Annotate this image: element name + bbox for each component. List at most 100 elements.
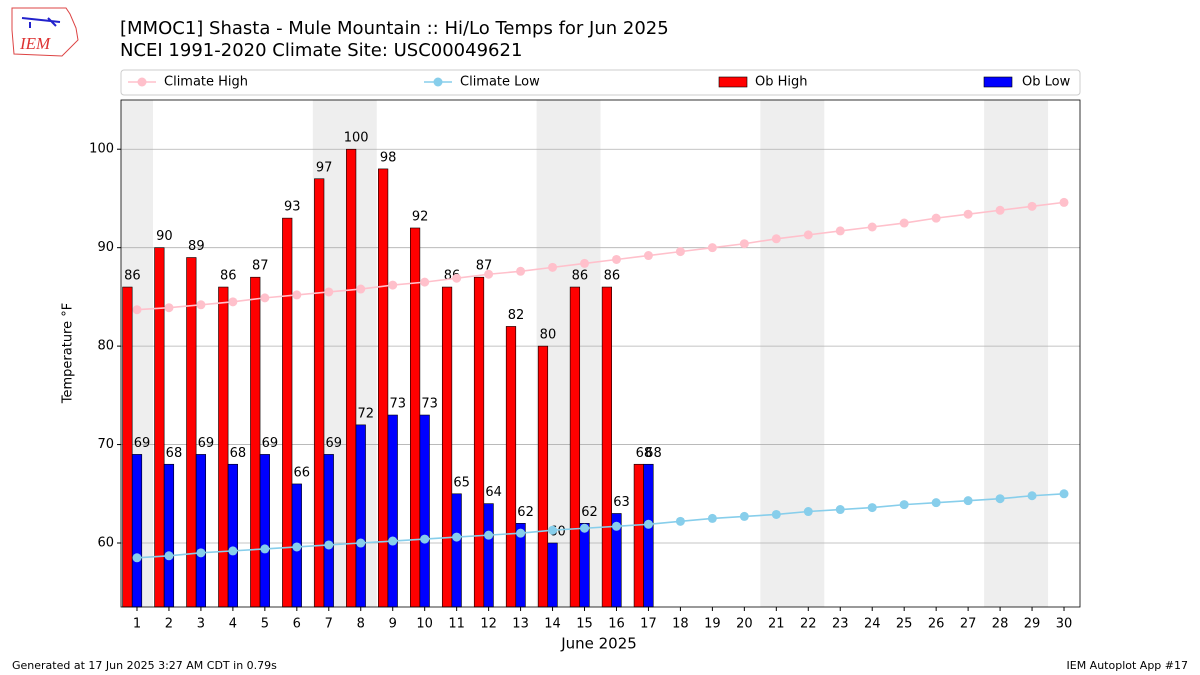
- y-tick-label: 80: [97, 339, 114, 354]
- value-label: 86: [604, 269, 621, 284]
- bar: [473, 276, 485, 608]
- x-tick-label: 24: [864, 617, 881, 632]
- value-label: 82: [508, 308, 525, 323]
- value-label: 63: [613, 495, 630, 510]
- legend-marker: [137, 77, 147, 87]
- value-label: 93: [284, 200, 301, 215]
- point: [771, 234, 781, 244]
- bar: [122, 286, 133, 608]
- point: [388, 536, 398, 546]
- x-tick-label: 30: [1056, 617, 1073, 632]
- bar: [195, 454, 207, 608]
- bar: [537, 345, 549, 608]
- bar: [282, 217, 293, 608]
- x-tick-label: 5: [261, 617, 269, 632]
- legend-box: [120, 69, 1081, 96]
- point: [867, 222, 877, 232]
- value-label: 92: [412, 209, 429, 224]
- point: [995, 205, 1005, 215]
- point: [452, 273, 462, 283]
- legend-marker: [433, 77, 443, 87]
- value-label: 64: [485, 485, 502, 500]
- point: [260, 293, 270, 303]
- value-label: 62: [581, 505, 598, 520]
- point: [899, 500, 909, 510]
- point: [132, 553, 142, 563]
- point: [548, 262, 558, 272]
- value-label: 69: [134, 436, 151, 451]
- weekend-shade: [760, 100, 825, 607]
- bar: [218, 286, 229, 608]
- value-label: 98: [380, 150, 397, 165]
- y-tick-label: 60: [97, 536, 114, 551]
- x-tick-label: 2: [165, 617, 173, 632]
- value-label: 73: [421, 397, 438, 412]
- logo-outline: [11, 7, 79, 57]
- point: [1027, 491, 1037, 501]
- value-label: 72: [357, 406, 374, 421]
- point: [516, 266, 526, 276]
- point: [611, 521, 621, 531]
- point: [420, 534, 430, 544]
- line: [136, 201, 1065, 311]
- value-label: 69: [198, 436, 215, 451]
- footer-left: Generated at 17 Jun 2025 3:27 AM CDT in …: [12, 659, 277, 672]
- legend-swatch: [983, 76, 1013, 88]
- x-tick-label: 12: [480, 617, 497, 632]
- point: [739, 239, 749, 249]
- point: [1059, 489, 1069, 499]
- logo: IEM: [11, 7, 79, 57]
- point: [835, 505, 845, 515]
- point: [324, 540, 334, 550]
- x-tick-label: 13: [512, 617, 529, 632]
- point: [580, 523, 590, 533]
- point: [228, 546, 238, 556]
- point: [739, 511, 749, 521]
- point: [292, 290, 302, 300]
- bar: [451, 493, 462, 608]
- legend-label: Climate Low: [460, 75, 540, 90]
- bar: [355, 424, 366, 608]
- bar: [163, 463, 175, 608]
- point: [164, 551, 174, 561]
- point: [132, 305, 142, 315]
- point: [164, 303, 174, 313]
- bar: [250, 276, 261, 608]
- point: [835, 226, 845, 236]
- point: [484, 530, 494, 540]
- y-tick-label: 70: [97, 437, 114, 452]
- point: [452, 532, 462, 542]
- y-axis-label: Temperature °F: [61, 303, 76, 404]
- point: [675, 247, 685, 257]
- x-tick-label: 15: [576, 617, 593, 632]
- x-tick-label: 8: [357, 617, 365, 632]
- bar: [314, 178, 325, 608]
- bar: [387, 414, 398, 608]
- bar: [483, 503, 494, 608]
- point: [580, 258, 590, 268]
- x-tick-label: 1: [133, 617, 141, 632]
- value-label: 68: [230, 446, 247, 461]
- value-label: 86: [220, 269, 237, 284]
- point: [995, 494, 1005, 504]
- chart-title: [MMOC1] Shasta - Mule Mountain :: Hi/Lo …: [120, 18, 669, 39]
- x-tick-label: 23: [832, 617, 849, 632]
- bar: [441, 286, 453, 608]
- value-label: 68: [636, 446, 653, 461]
- bar: [569, 286, 581, 608]
- logo-text: IEM: [19, 34, 51, 53]
- point: [867, 503, 877, 513]
- x-tick-label: 28: [992, 617, 1009, 632]
- bar: [419, 414, 430, 608]
- bar: [633, 463, 644, 608]
- footer-right: IEM Autoplot App #17: [1067, 659, 1189, 672]
- point: [675, 516, 685, 526]
- bar: [579, 523, 590, 608]
- x-tick-label: 11: [448, 617, 465, 632]
- value-label: 65: [453, 475, 470, 490]
- bar: [547, 542, 558, 608]
- x-tick-label: 21: [768, 617, 785, 632]
- point: [707, 513, 717, 523]
- point: [484, 269, 494, 279]
